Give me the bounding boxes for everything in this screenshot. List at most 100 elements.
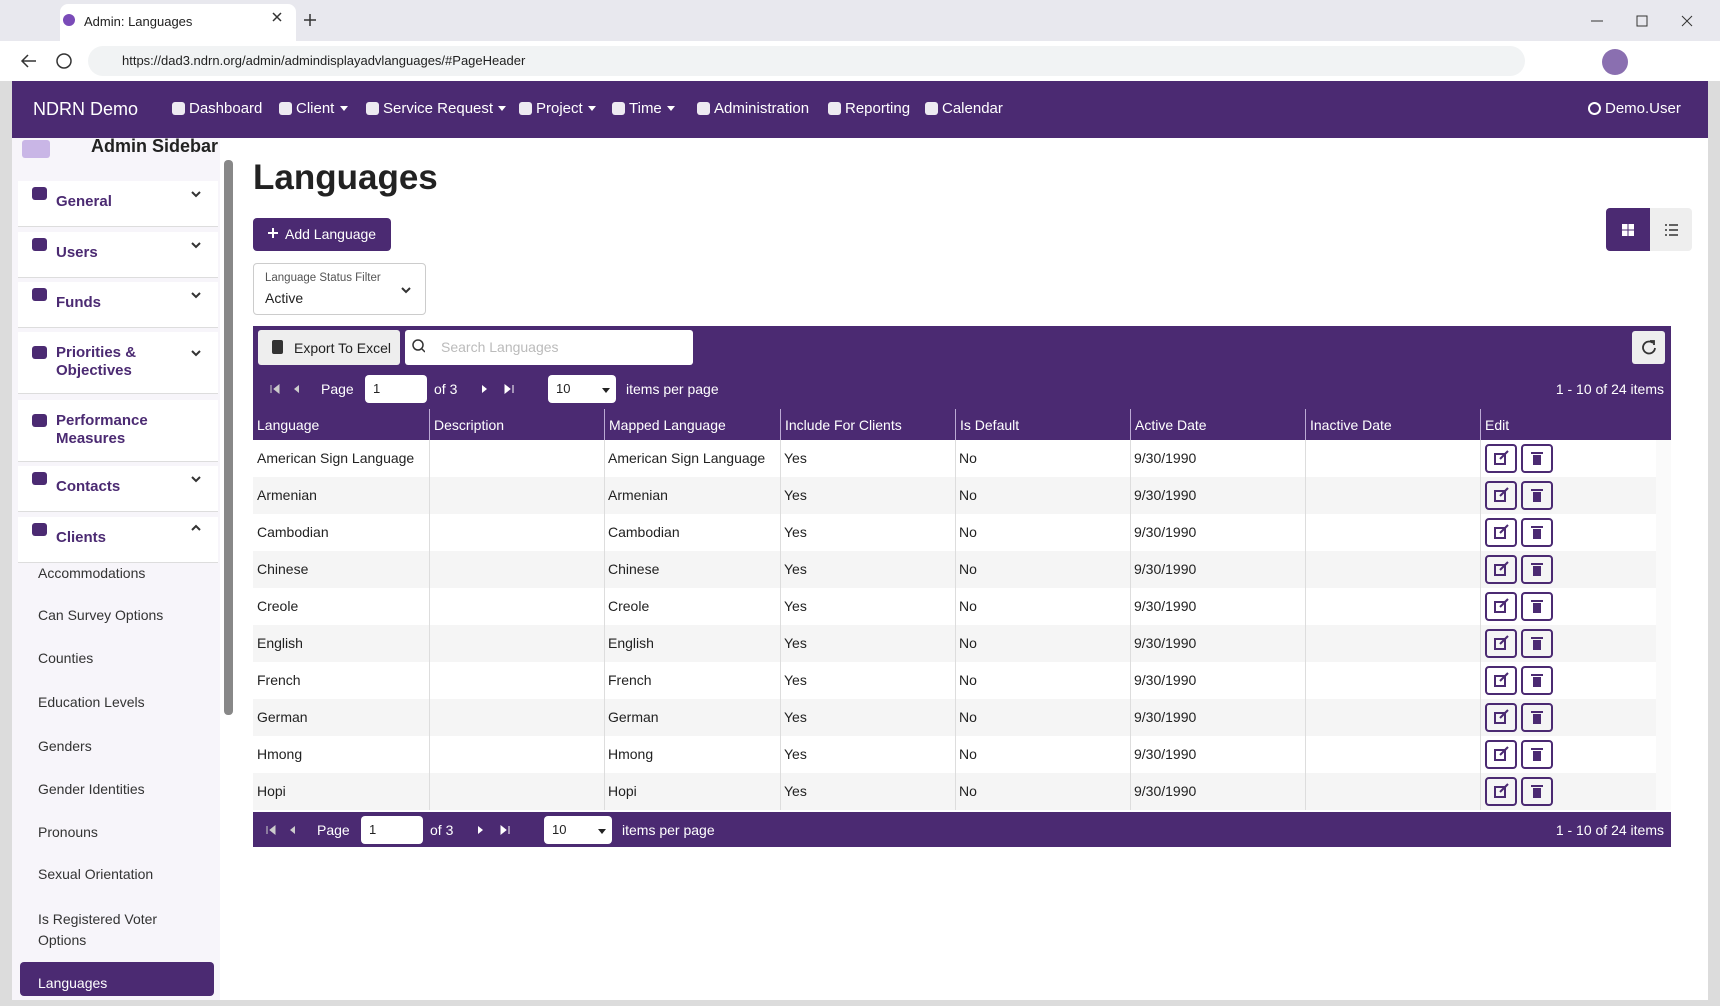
nav-item[interactable]: Time — [612, 100, 676, 117]
delete-button[interactable] — [1521, 555, 1553, 584]
column-header[interactable]: Inactive Date — [1305, 409, 1480, 440]
nav-item[interactable]: Client — [279, 100, 349, 117]
cell-divider — [1480, 440, 1481, 477]
list-view-toggle[interactable] — [1650, 208, 1692, 251]
sidebar-section[interactable] — [18, 400, 218, 462]
user-menu[interactable]: Demo.User — [1588, 100, 1681, 117]
edit-button[interactable] — [1485, 703, 1517, 732]
sidebar-item[interactable]: Accommodations — [38, 565, 146, 581]
page-input[interactable]: 1 — [361, 816, 423, 844]
cell-divider — [1305, 773, 1306, 810]
refresh-button[interactable] — [1632, 331, 1665, 364]
cell-divider — [429, 662, 430, 699]
section-icon — [32, 288, 47, 301]
cell: No — [959, 561, 977, 577]
sidebar-section[interactable] — [18, 517, 218, 563]
edit-button[interactable] — [1485, 666, 1517, 695]
profile[interactable] — [1602, 49, 1628, 75]
brand[interactable]: NDRN Demo — [33, 99, 139, 119]
sidebar-item-active — [20, 962, 214, 996]
cell-divider — [1480, 551, 1481, 588]
cell-divider — [780, 551, 781, 588]
nav-item[interactable]: Service Request — [366, 100, 507, 117]
cell: Armenian — [257, 487, 317, 503]
edit-button[interactable] — [1485, 518, 1517, 547]
nav-item[interactable]: Project — [519, 100, 597, 117]
add-button[interactable]: Add Language — [253, 218, 391, 251]
page-title: Languages — [253, 158, 438, 197]
sidebar-item[interactable]: Education Levels — [38, 694, 145, 710]
cell: 9/30/1990 — [1134, 709, 1197, 725]
sidebar-item[interactable]: Sexual Orientation — [38, 866, 154, 882]
export-button[interactable]: Export To Excel — [258, 330, 400, 365]
delete-button[interactable] — [1521, 703, 1553, 732]
sidebar-toggle[interactable] — [22, 140, 50, 158]
cell: No — [959, 746, 977, 762]
cell-divider — [780, 588, 781, 625]
column-header[interactable]: Mapped Language — [604, 409, 780, 440]
tab-close[interactable] — [270, 10, 286, 26]
search-field[interactable] — [405, 330, 693, 365]
sidebar-scrollbar[interactable] — [224, 160, 233, 715]
cell-divider — [955, 736, 956, 773]
delete-button[interactable] — [1521, 481, 1553, 510]
edit-button[interactable] — [1485, 777, 1517, 806]
cell-divider — [1305, 662, 1306, 699]
new-tab[interactable] — [302, 12, 318, 28]
delete-button[interactable] — [1521, 666, 1553, 695]
tab-icon — [63, 14, 75, 26]
tab[interactable] — [60, 4, 296, 41]
delete-button[interactable] — [1521, 777, 1553, 806]
sidebar-item[interactable]: Counties — [38, 650, 94, 666]
cell: 9/30/1990 — [1134, 598, 1197, 614]
section-icon — [32, 187, 47, 200]
status-filter[interactable] — [253, 263, 426, 315]
page-size[interactable]: 10 — [548, 375, 616, 403]
grid-view-toggle[interactable] — [1606, 208, 1650, 251]
sidebar-item[interactable]: Gender Identities — [38, 781, 145, 797]
edit-button[interactable] — [1485, 481, 1517, 510]
sidebar-item[interactable]: Genders — [38, 738, 92, 754]
column-header[interactable]: Description — [429, 409, 604, 440]
column-header[interactable]: Edit — [1480, 409, 1656, 440]
nav-item[interactable]: Calendar — [925, 100, 1003, 117]
sidebar-item[interactable]: Can Survey Options — [38, 607, 164, 623]
delete-button[interactable] — [1521, 518, 1553, 547]
sidebar-section[interactable] — [18, 282, 218, 328]
page-size[interactable]: 10 — [544, 816, 612, 844]
cell: French — [608, 672, 652, 688]
cell-divider — [1480, 736, 1481, 773]
delete-button[interactable] — [1521, 629, 1553, 658]
edit-button[interactable] — [1485, 444, 1517, 473]
column-header[interactable]: Active Date — [1130, 409, 1305, 440]
edit-button[interactable] — [1485, 629, 1517, 658]
cell: Chinese — [257, 561, 309, 577]
sidebar-item[interactable]: Languages — [38, 975, 108, 991]
pager-nav[interactable] — [263, 822, 513, 838]
edit-button[interactable] — [1485, 592, 1517, 621]
column-header[interactable]: Language — [257, 417, 320, 433]
edit-button[interactable] — [1485, 555, 1517, 584]
delete-button[interactable] — [1521, 740, 1553, 769]
page-input[interactable]: 1 — [365, 375, 427, 403]
delete-button[interactable] — [1521, 444, 1553, 473]
edit-button[interactable] — [1485, 740, 1517, 769]
nav-item[interactable]: Reporting — [828, 100, 910, 117]
nav-item[interactable]: Dashboard — [172, 100, 262, 117]
column-header[interactable]: Include For Clients — [780, 409, 955, 440]
section-chevron — [190, 346, 202, 358]
sidebar-section[interactable] — [18, 332, 218, 394]
url-field[interactable] — [88, 46, 1525, 76]
sidebar-section[interactable] — [18, 181, 218, 227]
nav-item[interactable]: Administration — [697, 100, 809, 117]
sidebar-section[interactable] — [18, 232, 218, 278]
column-header[interactable]: Is Default — [955, 409, 1130, 440]
sidebar-item[interactable]: Is Registered Voter Options — [38, 911, 158, 948]
pager-nav[interactable] — [267, 381, 517, 397]
sidebar-item[interactable]: Pronouns — [38, 824, 98, 840]
delete-button[interactable] — [1521, 592, 1553, 621]
cell-divider — [429, 588, 430, 625]
sidebar-section[interactable] — [18, 466, 218, 512]
table-scrollbar[interactable] — [1656, 440, 1671, 810]
